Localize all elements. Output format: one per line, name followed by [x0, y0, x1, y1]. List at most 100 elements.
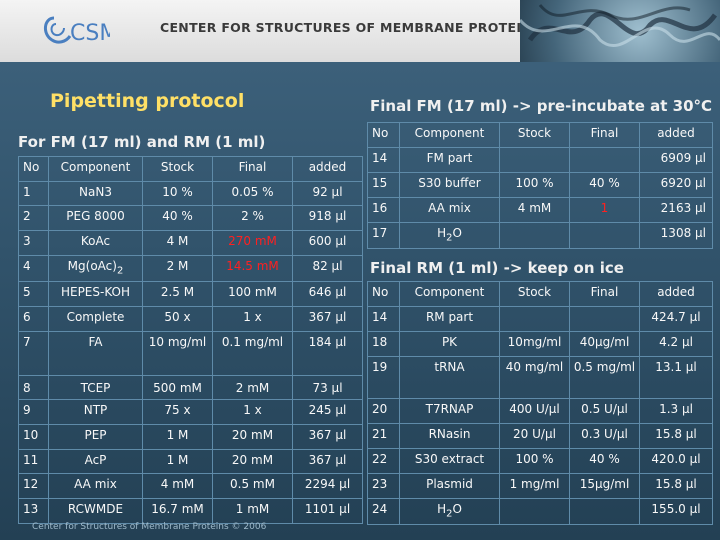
stock-value: 100 %	[499, 448, 570, 474]
column-header: Component	[399, 122, 500, 148]
stock-value: 400 U/µl	[499, 398, 570, 424]
column-header: No	[367, 122, 400, 148]
table-row: 23 Plasmid 1 mg/ml 15µg/ml 15.8 µl	[367, 473, 713, 499]
csmp-logo: CSMP	[44, 16, 110, 46]
column-header: Final	[569, 281, 640, 307]
stock-value: 500 mM	[142, 374, 213, 401]
component-name: S30 buffer	[399, 172, 500, 198]
header-row: No Component Stock Final added	[367, 122, 713, 148]
stock-value: 4 mM	[142, 473, 213, 499]
header-row: No Component Stock Final added	[367, 281, 713, 307]
header-bar: CSMP CENTER FOR STRUCTURES OF MEMBRANE P…	[0, 0, 720, 62]
table-row: 18 PK 10mg/ml 40µg/ml 4.2 µl	[367, 331, 713, 357]
table-row: 20 T7RNAP 400 U/µl 0.5 U/µl 1.3 µl	[367, 398, 713, 424]
component-name: T7RNAP	[399, 398, 500, 424]
component-name: Plasmid	[399, 473, 500, 499]
table-row: 8 TCEP 500 mM 2 mM 73 µl	[18, 374, 363, 401]
final-value: 0.5 U/µl	[569, 398, 640, 424]
added-value: 367 µl	[292, 423, 363, 450]
row-number: 24	[367, 497, 400, 526]
stock-value	[499, 147, 570, 173]
added-value: 73 µl	[292, 374, 363, 401]
stock-value: 1 M	[142, 423, 213, 450]
final-value: 0.05 %	[212, 180, 293, 207]
logo-text: CSMP	[70, 21, 110, 46]
final-value: 1 x	[212, 305, 293, 332]
component-name: AA mix	[399, 197, 500, 223]
table-row: 11 AcP 1 M 20 mM 367 µl	[18, 448, 363, 475]
table-row: 19 tRNA 40 mg/ml 0.5 mg/ml 13.1 µl	[367, 356, 713, 399]
left-table-title: For FM (17 ml) and RM (1 ml)	[18, 133, 266, 151]
component-name: PEP	[48, 423, 143, 450]
row-number: 2	[18, 205, 49, 232]
final-value	[569, 221, 640, 250]
added-value: 15.8 µl	[639, 473, 713, 499]
row-number: 6	[18, 305, 49, 332]
added-value: 82 µl	[292, 254, 363, 283]
added-value: 646 µl	[292, 281, 363, 307]
component-name: PEG 8000	[48, 205, 143, 232]
row-number: 13	[18, 497, 49, 524]
column-header: Final	[569, 122, 640, 148]
final-value: 15µg/ml	[569, 473, 640, 499]
added-value: 6909 µl	[639, 147, 713, 173]
added-value: 367 µl	[292, 448, 363, 475]
page-title: Pipetting protocol	[50, 90, 245, 112]
table-row: 10 PEP 1 M 20 mM 367 µl	[18, 423, 363, 450]
added-value: 15.8 µl	[639, 423, 713, 449]
component-name: NTP	[48, 399, 143, 425]
component-name: Complete	[48, 305, 143, 332]
added-value: 13.1 µl	[639, 356, 713, 399]
fm-table-title: Final FM (17 ml) -> pre-incubate at 30°C	[370, 97, 713, 115]
final-value: 20 mM	[212, 448, 293, 475]
stock-value: 1 M	[142, 448, 213, 475]
added-value: 92 µl	[292, 180, 363, 207]
component-name: NaN3	[48, 180, 143, 207]
row-number: 1	[18, 180, 49, 207]
added-value: 2294 µl	[292, 473, 363, 499]
stock-value: 75 x	[142, 399, 213, 425]
column-header: added	[639, 281, 713, 307]
row-number: 23	[367, 473, 400, 499]
component-name: H2O	[399, 497, 500, 526]
component-name: KoAc	[48, 230, 143, 256]
row-number: 16	[367, 197, 400, 223]
added-value: 1308 µl	[639, 221, 713, 250]
added-value: 918 µl	[292, 205, 363, 232]
column-header: Final	[212, 156, 293, 182]
component-name: PK	[399, 331, 500, 357]
added-value: 6920 µl	[639, 172, 713, 198]
stock-value: 40 mg/ml	[499, 356, 570, 399]
row-number: 10	[18, 423, 49, 450]
table-row: 13 RCWMDE 16.7 mM 1 mM 1101 µl	[18, 497, 363, 524]
final-value: 0.5 mM	[212, 473, 293, 499]
table-row: 15 S30 buffer 100 % 40 % 6920 µl	[367, 172, 713, 198]
row-number: 8	[18, 374, 49, 401]
final-value: 20 mM	[212, 423, 293, 450]
added-value: 245 µl	[292, 399, 363, 425]
final-value: 14.5 mM	[212, 254, 293, 283]
component-name: HEPES-KOH	[48, 281, 143, 307]
final-value: 1 x	[212, 399, 293, 425]
row-number: 4	[18, 254, 49, 283]
component-name: S30 extract	[399, 448, 500, 474]
final-value	[569, 147, 640, 173]
added-value: 2163 µl	[639, 197, 713, 223]
added-value: 184 µl	[292, 330, 363, 376]
footer-copyright: Center for Structures of Membrane Protei…	[32, 522, 267, 532]
table-row: 7 FA 10 mg/ml 0.1 mg/ml 184 µl	[18, 330, 363, 376]
protein-structure-image	[520, 0, 720, 62]
component-name: TCEP	[48, 374, 143, 401]
table-row: 4 Mg(oAc)2 2 M 14.5 mM 82 µl	[18, 254, 363, 283]
org-title: CENTER FOR STRUCTURES OF MEMBRANE PROTEI…	[160, 20, 542, 35]
table-row: 17 H2O 1308 µl	[367, 221, 713, 250]
column-header: Component	[48, 156, 143, 182]
final-value: 270 mM	[212, 230, 293, 256]
final-value: 40µg/ml	[569, 331, 640, 357]
component-name: H2O	[399, 221, 500, 250]
stock-value: 1 mg/ml	[499, 473, 570, 499]
final-value: 40 %	[569, 448, 640, 474]
added-value: 367 µl	[292, 305, 363, 332]
final-value: 40 %	[569, 172, 640, 198]
